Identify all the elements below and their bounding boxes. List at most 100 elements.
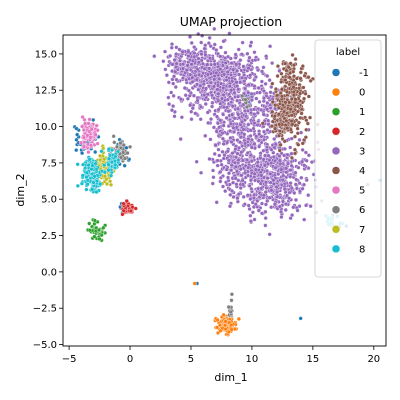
point-3 (195, 98, 200, 103)
point-3 (242, 141, 248, 146)
point-3 (229, 96, 235, 102)
point-8 (107, 156, 112, 161)
point-3 (166, 95, 171, 100)
point-4 (275, 73, 280, 79)
point-3 (280, 177, 285, 183)
legend-marker-2 (331, 127, 341, 136)
point-4 (288, 107, 293, 112)
point-3 (259, 107, 264, 112)
point-3 (216, 91, 221, 96)
point-3 (187, 34, 193, 39)
point-4 (292, 147, 298, 152)
point-3 (258, 156, 263, 161)
point-4 (275, 93, 280, 98)
point-3 (232, 116, 237, 121)
point-3 (224, 167, 229, 172)
point-4 (276, 105, 281, 111)
point-4 (279, 79, 284, 84)
point-3 (178, 136, 183, 142)
legend-marker-3 (331, 146, 341, 156)
point-3 (248, 133, 253, 139)
y-tick-label: −2.5 (33, 304, 57, 315)
point-3 (182, 85, 187, 91)
point-3 (248, 128, 253, 133)
legend-marker--1 (331, 68, 341, 77)
point--1 (80, 151, 85, 156)
point-3 (190, 106, 195, 111)
point-3 (231, 194, 236, 200)
point-3 (252, 50, 257, 55)
point-3 (301, 182, 307, 187)
point-3 (251, 107, 257, 112)
legend: label -1 0 1 2 3 4 5 6 7 8 (314, 39, 382, 278)
point-3 (246, 165, 251, 170)
point-8 (106, 168, 111, 173)
point-3 (300, 186, 305, 191)
point-3 (189, 62, 194, 67)
point-4 (277, 148, 282, 153)
point-4 (287, 100, 292, 105)
point-3 (201, 81, 206, 87)
point-4 (283, 61, 288, 66)
point-3 (225, 140, 230, 145)
point-3 (246, 136, 251, 141)
point-3 (164, 73, 169, 78)
point-3 (293, 182, 298, 187)
point-3 (232, 160, 237, 165)
point-3 (161, 59, 166, 64)
point-3 (249, 40, 254, 45)
point-3 (252, 121, 257, 126)
point-3 (220, 184, 226, 189)
point-3 (287, 196, 292, 201)
point-3 (255, 122, 260, 128)
point-5 (86, 150, 91, 155)
point-3 (186, 49, 191, 54)
point-8 (116, 158, 121, 163)
point-3 (245, 193, 250, 198)
point-3 (214, 200, 219, 205)
point-3 (288, 167, 293, 173)
point-3 (267, 232, 272, 237)
point-3 (178, 97, 183, 102)
point-3 (273, 158, 278, 164)
point-8 (80, 173, 85, 178)
point-3 (218, 101, 223, 106)
point-0 (192, 281, 197, 286)
point-8 (75, 162, 80, 167)
point-3 (257, 99, 262, 104)
point-3 (282, 187, 287, 192)
point-3 (229, 61, 234, 66)
point-3 (223, 189, 228, 194)
point-3 (242, 132, 247, 137)
point-3 (280, 199, 286, 204)
point-3 (171, 81, 176, 86)
point-3 (210, 93, 215, 98)
point-3 (210, 104, 215, 109)
point-0 (217, 322, 223, 328)
point-3 (272, 145, 277, 150)
point-3 (297, 189, 303, 194)
point-3 (215, 51, 221, 56)
point-3 (253, 74, 258, 80)
point-3 (185, 96, 190, 101)
point-3 (203, 86, 208, 91)
point-3 (256, 138, 262, 143)
point-3 (208, 137, 213, 142)
point-3 (169, 108, 175, 113)
legend-label-1: 1 (359, 107, 365, 118)
point-3 (249, 137, 254, 142)
point-6 (118, 141, 123, 146)
point-3 (229, 188, 235, 194)
point-3 (200, 33, 205, 38)
point-3 (205, 110, 210, 115)
legend-label-7: 7 (359, 225, 365, 236)
point-3 (304, 158, 309, 163)
point-3 (277, 158, 282, 163)
point-7 (107, 179, 113, 184)
point-3 (240, 182, 246, 187)
point-6 (125, 151, 130, 156)
point-3 (173, 69, 178, 74)
point-3 (272, 136, 277, 142)
point--1 (74, 126, 79, 131)
